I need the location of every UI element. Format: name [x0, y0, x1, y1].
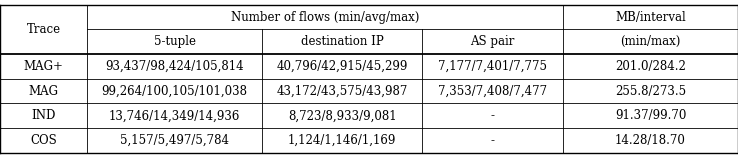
- Text: IND: IND: [31, 109, 56, 122]
- Text: MB/interval: MB/interval: [615, 11, 686, 24]
- Text: 93,437/98,424/105,814: 93,437/98,424/105,814: [106, 60, 244, 73]
- Text: 99,264/100,105/101,038: 99,264/100,105/101,038: [102, 85, 247, 98]
- Text: AS pair: AS pair: [470, 35, 515, 48]
- Text: 5-tuple: 5-tuple: [154, 35, 196, 48]
- Text: 13,746/14,349/14,936: 13,746/14,349/14,936: [108, 109, 241, 122]
- Text: 1,124/1,146/1,169: 1,124/1,146/1,169: [288, 134, 396, 147]
- Text: 43,172/43,575/43,987: 43,172/43,575/43,987: [276, 85, 408, 98]
- Text: 255.8/273.5: 255.8/273.5: [615, 85, 686, 98]
- Text: Number of flows (min/avg/max): Number of flows (min/avg/max): [231, 11, 419, 24]
- Text: 5,157/5,497/5,784: 5,157/5,497/5,784: [120, 134, 229, 147]
- Text: -: -: [491, 134, 494, 147]
- Text: 201.0/284.2: 201.0/284.2: [615, 60, 686, 73]
- Text: 7,177/7,401/7,775: 7,177/7,401/7,775: [438, 60, 547, 73]
- Text: 91.37/99.70: 91.37/99.70: [615, 109, 686, 122]
- Text: -: -: [491, 109, 494, 122]
- Text: 8,723/8,933/9,081: 8,723/8,933/9,081: [288, 109, 396, 122]
- Text: 14.28/18.70: 14.28/18.70: [615, 134, 686, 147]
- Text: MAG: MAG: [29, 85, 58, 98]
- Text: MAG+: MAG+: [24, 60, 63, 73]
- Text: destination IP: destination IP: [300, 35, 384, 48]
- Text: COS: COS: [30, 134, 57, 147]
- Text: 7,353/7,408/7,477: 7,353/7,408/7,477: [438, 85, 547, 98]
- Text: (min/max): (min/max): [621, 35, 680, 48]
- Text: Trace: Trace: [27, 23, 61, 36]
- Text: 40,796/42,915/45,299: 40,796/42,915/45,299: [276, 60, 408, 73]
